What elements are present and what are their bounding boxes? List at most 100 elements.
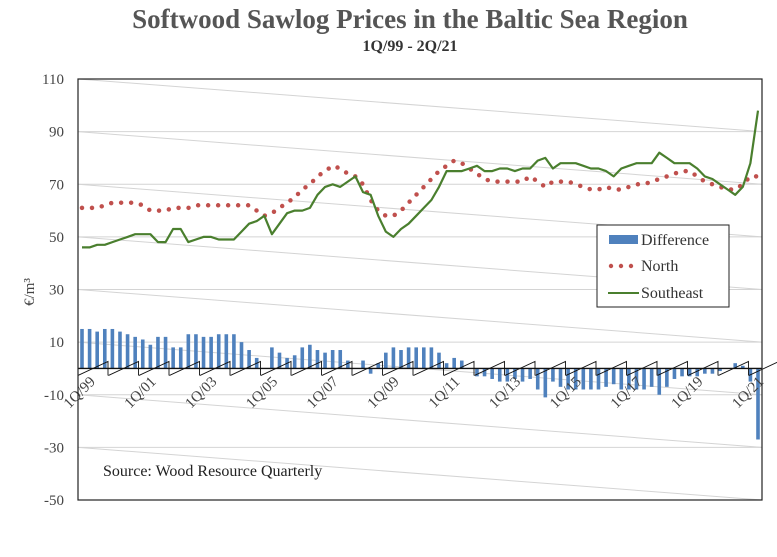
difference-bar (414, 347, 419, 369)
difference-bar (604, 368, 608, 387)
y-tick-label: 30 (49, 283, 64, 299)
difference-bar (543, 368, 548, 398)
difference-bar (186, 334, 191, 369)
x-tick-label: 1Q/99 (61, 374, 99, 412)
difference-bar (703, 368, 707, 374)
y-axis-ticks: 110 90 70 50 30 10 -10 -30 -50 (42, 72, 64, 509)
difference-bar (399, 350, 403, 369)
difference-bar (406, 347, 411, 369)
difference-bar (528, 368, 532, 379)
difference-bar (482, 368, 487, 377)
difference-bar (368, 368, 373, 374)
difference-bar (133, 336, 137, 369)
difference-bar (338, 350, 343, 369)
chart-title: Softwood Sawlog Prices in the Baltic Sea… (132, 4, 688, 34)
difference-bar (346, 360, 350, 369)
x-axis-ticks: 1Q/99 1Q/01 1Q/03 1Q/05 1Q/07 1Q/09 1Q/11 1Q/13… (61, 374, 767, 412)
difference-bar (118, 331, 122, 369)
difference-bar (148, 344, 153, 369)
difference-bar (224, 334, 229, 369)
difference-bar (277, 352, 282, 369)
difference-bar (551, 368, 555, 382)
difference-bar (649, 368, 654, 387)
y-tick-label: 10 (49, 335, 64, 351)
difference-bar (733, 363, 738, 369)
difference-bar (194, 334, 198, 369)
y-tick-label: 90 (49, 125, 64, 141)
x-tick-label: 1Q/05 (243, 374, 281, 412)
difference-bar (756, 368, 760, 440)
gridline-diagonal (77, 446, 763, 501)
x-tick-label: 1Q/01 (122, 374, 160, 412)
y-tick-label: -30 (44, 440, 64, 456)
legend-difference-label: Difference (641, 232, 709, 249)
x-tick-label: 1Q/07 (304, 374, 342, 412)
difference-bar (171, 347, 175, 369)
difference-bar (429, 347, 434, 369)
difference-bar (437, 352, 441, 369)
difference-bar (247, 350, 251, 369)
difference-bar (178, 347, 183, 369)
difference-bar (505, 368, 510, 382)
difference-bar (680, 368, 684, 377)
difference-bar (710, 368, 715, 374)
difference-bar (87, 328, 92, 369)
difference-bar (741, 365, 745, 369)
plot-frame (77, 78, 763, 501)
difference-bar (611, 368, 616, 385)
difference-bar (308, 344, 312, 369)
difference-bar (627, 368, 631, 390)
difference-bar (695, 368, 700, 377)
legend-north-swatch (608, 263, 634, 269)
difference-bar (452, 357, 456, 369)
difference-bar (80, 328, 84, 369)
difference-bar (95, 331, 99, 369)
difference-bar (634, 368, 639, 390)
difference-bar (156, 336, 160, 369)
difference-bar (292, 355, 297, 369)
difference-bar (300, 347, 305, 369)
difference-bar (459, 360, 464, 369)
difference-bar (421, 347, 426, 369)
y-tick-label: -50 (44, 493, 64, 509)
price-lines (79, 110, 761, 249)
legend-north-label: North (641, 258, 678, 275)
difference-bar (102, 328, 107, 369)
difference-bar (657, 368, 662, 395)
difference-bar (566, 368, 570, 390)
difference-bar (490, 368, 494, 379)
difference-bar (201, 336, 206, 369)
difference-bar (125, 334, 130, 369)
difference-bar (330, 350, 335, 369)
legend-difference-swatch (609, 235, 638, 244)
y-tick-label: -10 (44, 388, 64, 404)
difference-bar (444, 363, 449, 369)
source-annotation: Source: Wood Resource Quarterly (103, 463, 322, 480)
gridline-diagonal (77, 131, 763, 185)
difference-bar (672, 368, 677, 379)
difference-bar (216, 334, 221, 369)
difference-bar (619, 368, 624, 390)
zero-line (77, 360, 777, 376)
difference-bar (140, 339, 145, 369)
difference-bar (596, 368, 601, 390)
x-tick-label: 1Q/09 (365, 374, 403, 412)
difference-bar (520, 368, 525, 382)
difference-bar (642, 368, 646, 390)
difference-bar (239, 342, 244, 369)
southeast-line (82, 110, 760, 249)
difference-bar (573, 368, 578, 390)
difference-bar (687, 368, 692, 377)
x-tick-label: 1Q/13 (486, 374, 524, 412)
difference-bar (384, 352, 388, 369)
difference-bar (315, 350, 320, 369)
y-tick-label: 70 (49, 177, 64, 193)
legend: Difference North Southeast (596, 224, 730, 308)
x-tick-label: 1Q/03 (183, 374, 221, 412)
y-tick-label: 110 (42, 72, 64, 88)
difference-bar (718, 368, 722, 372)
difference-bar (163, 336, 168, 369)
y-tick-label: 50 (49, 230, 64, 246)
north-line (79, 158, 761, 219)
